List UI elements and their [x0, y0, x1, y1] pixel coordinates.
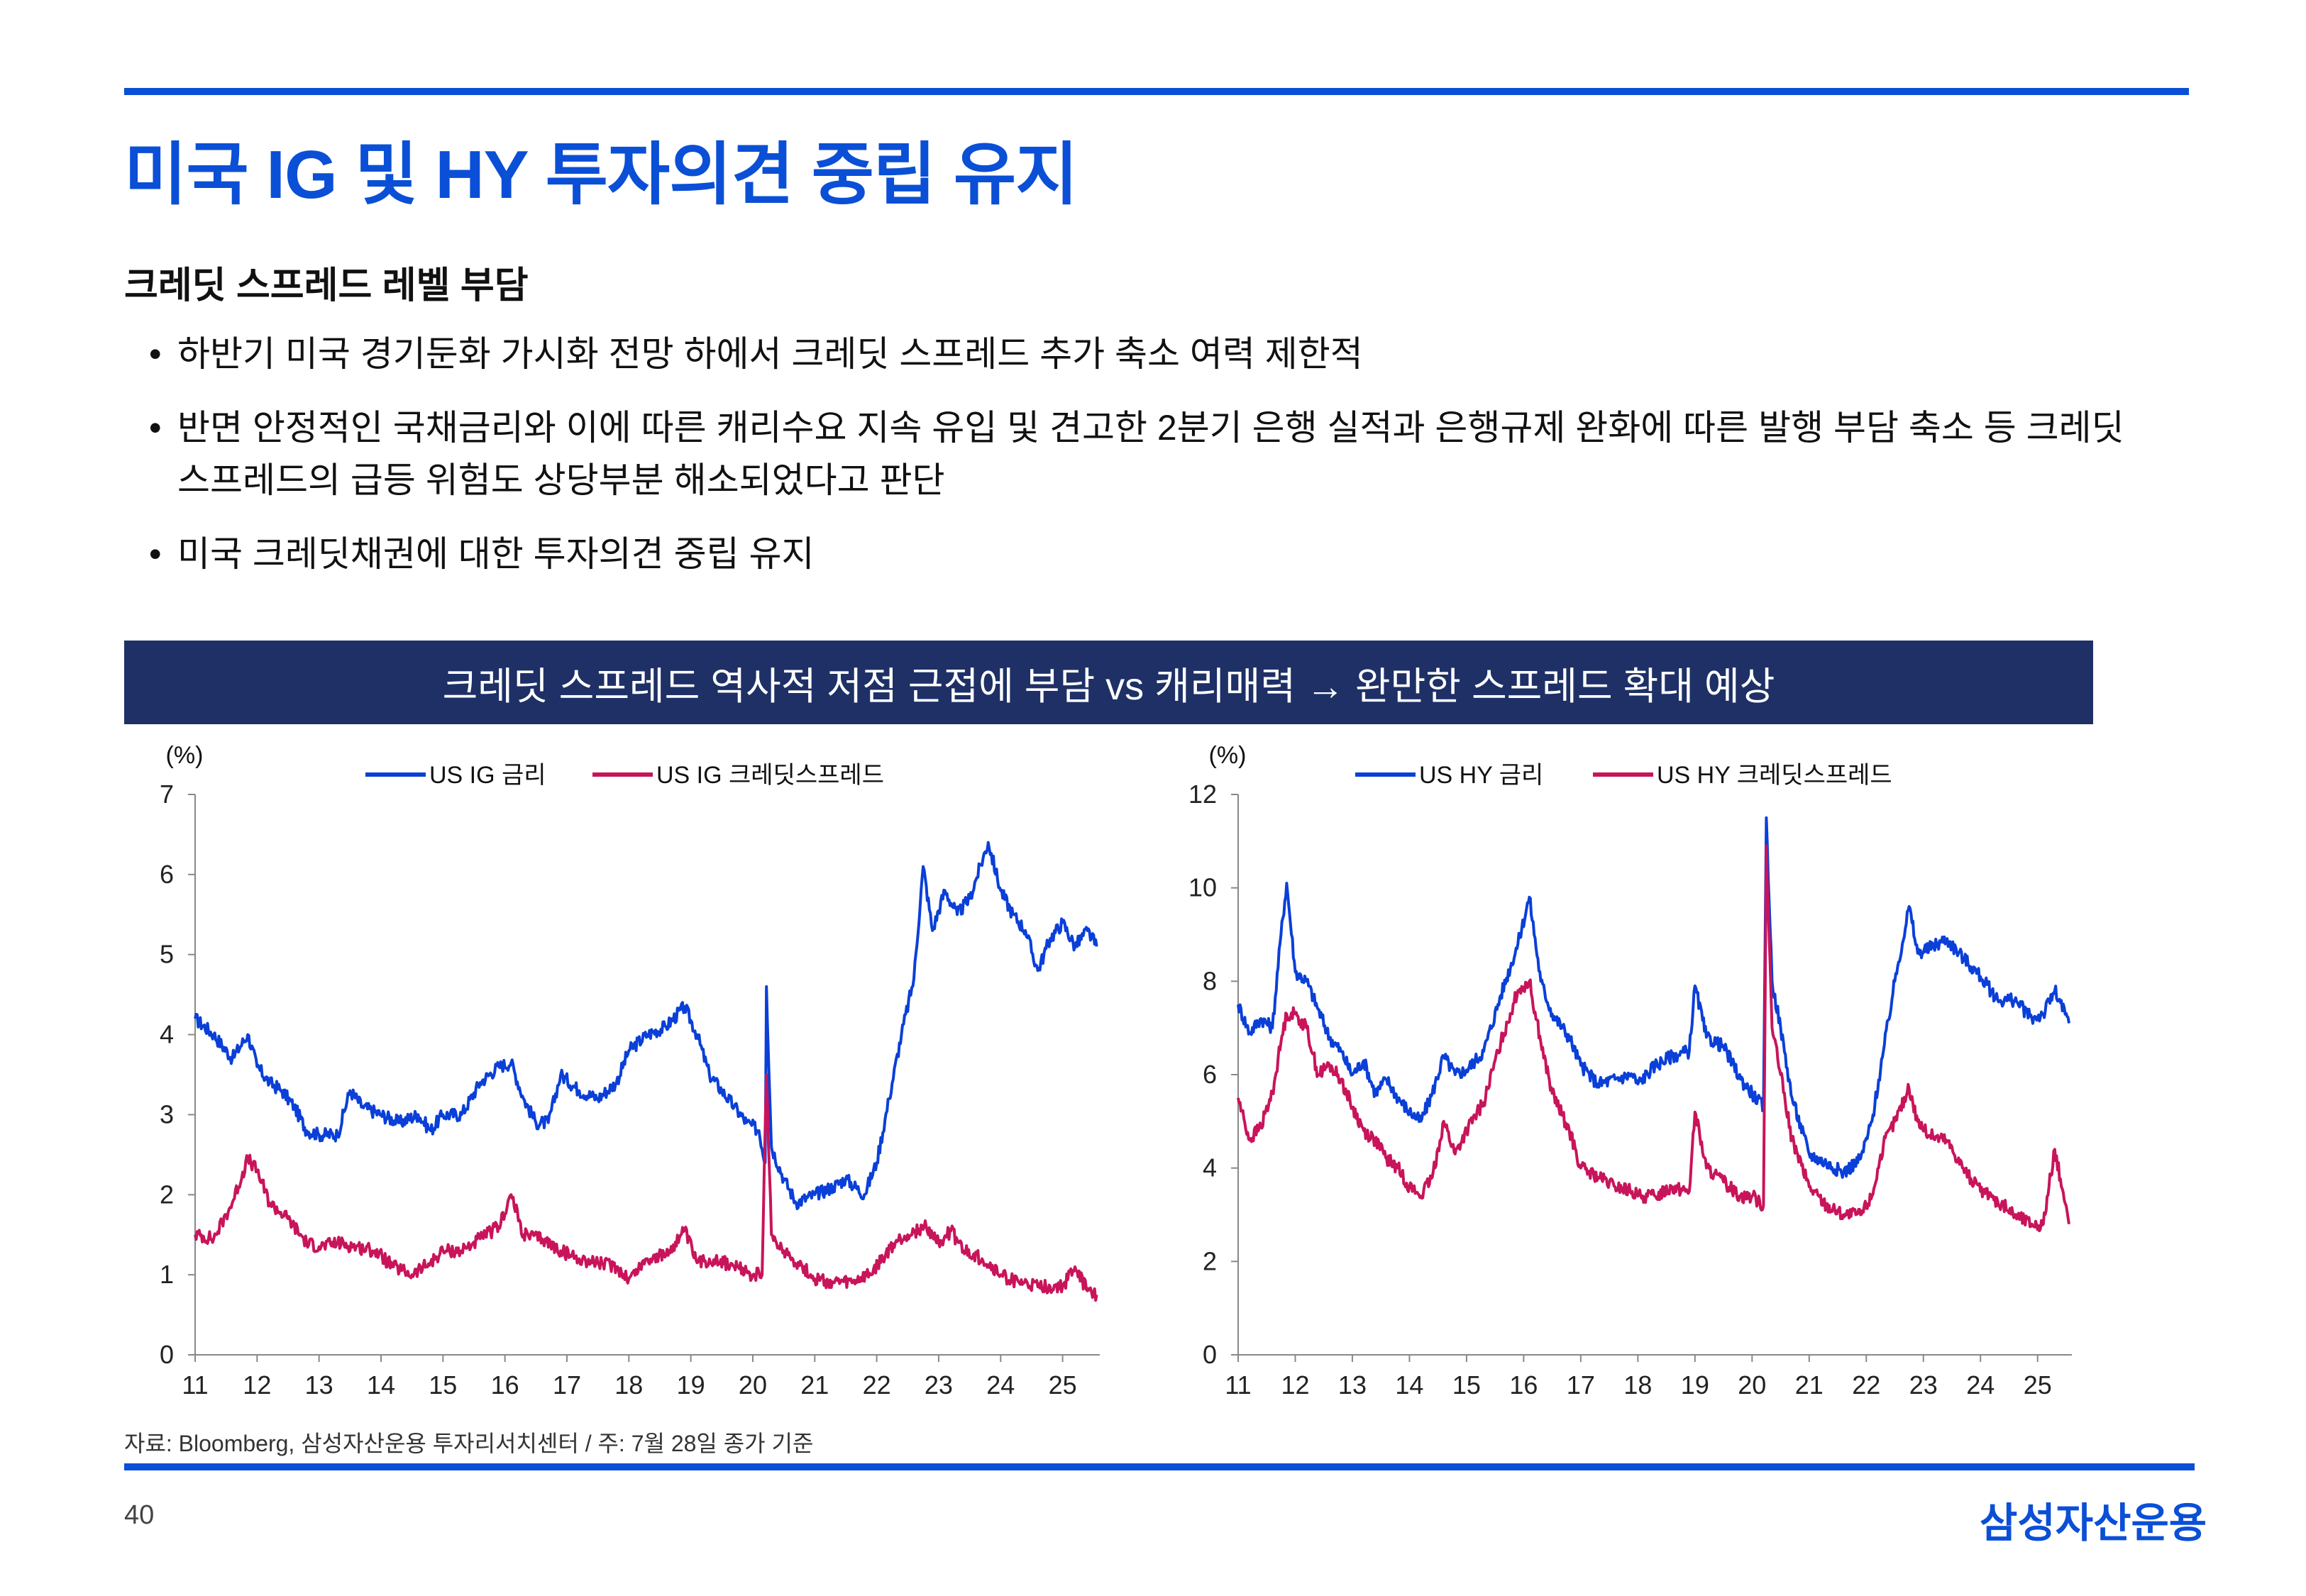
chart-banner: 크레딧 스프레드 역사적 저점 근접에 부담 vs 캐리매력 → 완만한 스프레… — [124, 641, 2093, 724]
x-tick-label: 21 — [800, 1370, 829, 1400]
y-tick-label: 6 — [1203, 1060, 1217, 1089]
x-tick-label: 15 — [429, 1370, 457, 1400]
x-tick-label: 20 — [739, 1370, 767, 1400]
source-note: 자료: Bloomberg, 삼성자산운용 투자리서치센터 / 주: 7월 28… — [124, 1431, 814, 1456]
y-tick-label: 12 — [1188, 780, 1217, 809]
series-line-yield — [194, 841, 1098, 1211]
bullet-list: 하반기 미국 경기둔화 가시화 전망 하에서 크레딧 스프레드 추가 축소 여력… — [149, 328, 2136, 602]
x-tick-label: 24 — [1966, 1370, 1995, 1400]
y-tick-label: 1 — [160, 1260, 174, 1289]
x-tick-label: 12 — [243, 1370, 271, 1400]
x-tick-label: 22 — [1852, 1370, 1880, 1400]
x-tick-label: 16 — [1509, 1370, 1538, 1400]
legend-label: US HY 크레딧스프레드 — [1657, 762, 1892, 789]
y-tick-label: 2 — [1203, 1246, 1217, 1275]
ig-chart: (%) 0 1 2 3 4 5 6 7 11 12 13 14 15 16 17 18 19 20 21 22 23 24 2… — [124, 738, 1118, 1419]
x-tick-label: 25 — [2024, 1370, 2052, 1400]
x-tick-label: 19 — [1681, 1370, 1709, 1400]
top-rule — [124, 88, 2189, 95]
x-tick-label: 22 — [863, 1370, 891, 1400]
y-tick-label: 8 — [1203, 966, 1217, 995]
bullet-item: 반면 안정적인 국채금리와 이에 따른 캐리수요 지속 유입 및 견고한 2분기… — [149, 401, 2136, 506]
legend-label: US HY 금리 — [1419, 762, 1543, 789]
unit-label: (%) — [1209, 742, 1247, 769]
x-tick-label: 18 — [1623, 1370, 1652, 1400]
series-line-yield — [1237, 816, 2070, 1179]
x-tick-label: 18 — [614, 1370, 643, 1400]
y-tick-label: 5 — [160, 940, 174, 969]
bottom-rule — [124, 1463, 2195, 1470]
y-tick-label: 0 — [160, 1340, 174, 1369]
page-title: 미국 IG 및 HY 투자의견 중립 유지 — [124, 137, 1078, 213]
x-tick-label: 19 — [677, 1370, 705, 1400]
brand-logo: 삼성자산운용 — [1980, 1500, 2207, 1546]
legend-label: US IG 크레딧스프레드 — [656, 762, 884, 789]
x-tick-label: 13 — [305, 1370, 333, 1400]
x-tick-label: 11 — [1225, 1370, 1251, 1400]
x-tick-label: 14 — [367, 1370, 395, 1400]
y-tick-label: 0 — [1203, 1340, 1217, 1369]
page-number: 40 — [124, 1500, 155, 1530]
hy-chart: (%) 0 2 4 6 8 10 12 11 12 13 14 15 16 17 18 19 20 21 22 23 24… — [1149, 738, 2143, 1419]
y-tick-label: 3 — [160, 1099, 174, 1129]
series-line-spread — [194, 1073, 1098, 1302]
x-tick-label: 20 — [1738, 1370, 1766, 1400]
y-tick-label: 7 — [160, 780, 174, 809]
x-tick-label: 17 — [553, 1370, 581, 1400]
x-tick-label: 17 — [1567, 1370, 1595, 1400]
x-tick-label: 25 — [1049, 1370, 1077, 1400]
x-tick-label: 23 — [1909, 1370, 1938, 1400]
bullet-item: 하반기 미국 경기둔화 가시화 전망 하에서 크레딧 스프레드 추가 축소 여력… — [149, 328, 2136, 380]
y-tick-label: 4 — [1203, 1153, 1217, 1182]
y-tick-label: 6 — [160, 860, 174, 889]
y-tick-label: 2 — [160, 1180, 174, 1209]
series-line-spread — [1237, 844, 2070, 1233]
x-tick-label: 11 — [182, 1370, 208, 1400]
unit-label: (%) — [166, 742, 204, 769]
x-tick-label: 16 — [491, 1370, 519, 1400]
x-tick-label: 23 — [925, 1370, 953, 1400]
chart-banner-text: 크레딧 스프레드 역사적 저점 근접에 부담 vs 캐리매력 → 완만한 스프레… — [442, 665, 1775, 708]
x-tick-label: 13 — [1338, 1370, 1367, 1400]
x-tick-label: 24 — [986, 1370, 1015, 1400]
x-tick-label: 21 — [1795, 1370, 1824, 1400]
legend-label: US IG 금리 — [429, 762, 546, 789]
x-tick-label: 12 — [1281, 1370, 1309, 1400]
y-tick-label: 4 — [160, 1020, 174, 1049]
section-subtitle: 크레딧 스프레드 레벨 부담 — [124, 265, 529, 306]
bullet-item: 미국 크레딧채권에 대한 투자의견 중립 유지 — [149, 528, 2136, 580]
y-tick-label: 10 — [1188, 873, 1217, 902]
x-tick-label: 15 — [1452, 1370, 1481, 1400]
x-tick-label: 14 — [1395, 1370, 1423, 1400]
